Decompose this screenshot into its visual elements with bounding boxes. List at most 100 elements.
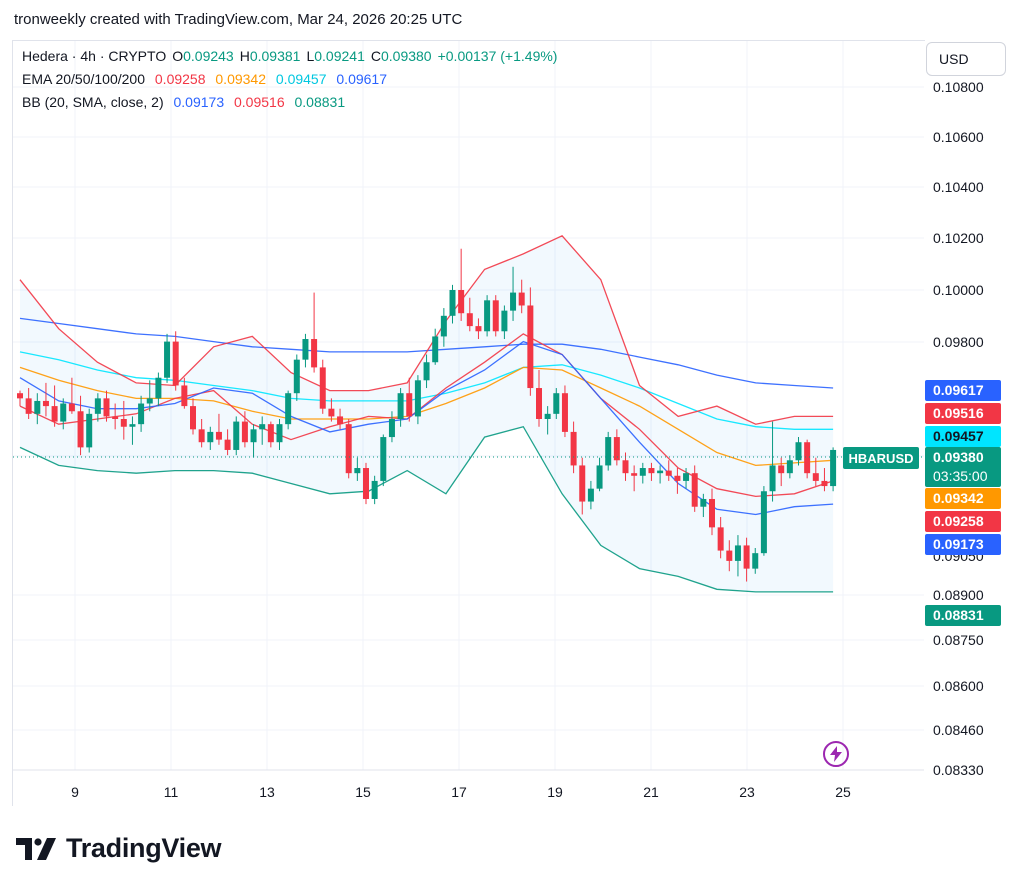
candle[interactable] (241, 411, 248, 448)
symbol-label[interactable]: Hedera · 4h · CRYPTO (22, 48, 167, 64)
candle[interactable] (42, 382, 49, 417)
candle[interactable] (432, 328, 439, 365)
candle[interactable] (510, 266, 517, 321)
candle[interactable] (631, 465, 638, 492)
candle[interactable] (769, 421, 776, 502)
bb-lower-line[interactable] (19, 425, 834, 593)
candle[interactable] (129, 416, 136, 445)
candle[interactable] (293, 354, 300, 401)
candle[interactable] (812, 457, 819, 487)
candle[interactable] (172, 331, 179, 391)
ema-indicator-label[interactable]: EMA 20/50/100/200 (22, 71, 145, 87)
candle[interactable] (207, 426, 214, 450)
candle[interactable] (613, 429, 620, 466)
candle[interactable] (215, 413, 222, 445)
candle[interactable] (752, 548, 759, 574)
candle[interactable] (804, 439, 811, 479)
candle[interactable] (475, 318, 482, 340)
candle[interactable] (224, 429, 231, 456)
candle[interactable] (233, 416, 240, 456)
candle[interactable] (302, 333, 309, 368)
candle[interactable] (380, 434, 387, 487)
candle[interactable] (449, 284, 456, 324)
candle[interactable] (466, 297, 473, 332)
candle[interactable] (743, 537, 750, 582)
candle[interactable] (596, 457, 603, 492)
candle[interactable] (181, 377, 188, 409)
candle[interactable] (371, 475, 378, 505)
candle[interactable] (717, 517, 724, 559)
candle[interactable] (492, 295, 499, 337)
candle[interactable] (406, 377, 413, 422)
candle[interactable] (17, 390, 23, 407)
candle[interactable] (103, 390, 110, 422)
candle[interactable] (112, 403, 119, 430)
candle[interactable] (285, 390, 292, 430)
candle[interactable] (94, 393, 101, 422)
candle[interactable] (259, 416, 266, 445)
candle[interactable] (311, 292, 318, 373)
candle[interactable] (570, 421, 577, 474)
candle[interactable] (68, 377, 75, 414)
candle[interactable] (423, 354, 430, 389)
candle[interactable] (795, 437, 802, 466)
candle[interactable] (683, 468, 690, 489)
candle[interactable] (276, 419, 283, 450)
candle[interactable] (536, 369, 542, 427)
symbol-tag[interactable]: HBARUSD (843, 447, 919, 469)
candle[interactable] (501, 305, 508, 340)
candle[interactable] (25, 388, 32, 419)
candle[interactable] (760, 486, 767, 556)
candle[interactable] (639, 462, 646, 484)
candle[interactable] (709, 488, 715, 536)
candle[interactable] (527, 287, 534, 396)
candle[interactable] (328, 398, 335, 422)
candle[interactable] (354, 457, 361, 481)
candle[interactable] (337, 408, 344, 430)
candle[interactable] (86, 408, 93, 453)
ema50-line[interactable] (19, 366, 834, 467)
candle[interactable] (267, 421, 274, 448)
chart-pane[interactable] (12, 40, 925, 806)
candle[interactable] (726, 540, 733, 572)
candle[interactable] (440, 308, 447, 347)
currency-button[interactable]: USD (926, 42, 1006, 76)
candle[interactable] (397, 388, 404, 427)
candle[interactable] (821, 468, 828, 492)
candle[interactable] (484, 295, 491, 337)
candle[interactable] (146, 380, 153, 412)
candle[interactable] (155, 372, 162, 407)
candle[interactable] (544, 406, 551, 435)
candle[interactable] (60, 398, 67, 430)
candle[interactable] (34, 393, 41, 425)
candle[interactable] (138, 395, 145, 432)
candle[interactable] (51, 385, 58, 427)
candle[interactable] (734, 535, 741, 577)
candle[interactable] (579, 457, 586, 515)
candle[interactable] (120, 400, 127, 440)
candle[interactable] (691, 465, 698, 512)
ema200-line[interactable] (19, 317, 834, 389)
candle[interactable] (518, 279, 525, 314)
candle[interactable] (605, 431, 612, 471)
candle[interactable] (587, 480, 594, 510)
candle[interactable] (319, 359, 326, 414)
candle[interactable] (164, 333, 171, 383)
lightning-icon[interactable] (823, 741, 849, 767)
candle[interactable] (458, 248, 465, 321)
candle[interactable] (657, 465, 664, 484)
candle[interactable] (786, 455, 793, 479)
candle[interactable] (665, 460, 672, 481)
candle[interactable] (77, 395, 84, 456)
candle[interactable] (648, 462, 655, 481)
candle[interactable] (553, 388, 560, 419)
candle[interactable] (363, 462, 369, 505)
candle[interactable] (700, 493, 707, 518)
candle[interactable] (190, 398, 196, 435)
candle[interactable] (414, 375, 421, 425)
candle[interactable] (198, 419, 205, 448)
bb-indicator-label[interactable]: BB (20, SMA, close, 2) (22, 94, 164, 110)
candle[interactable] (561, 385, 568, 438)
candle[interactable] (830, 447, 837, 492)
